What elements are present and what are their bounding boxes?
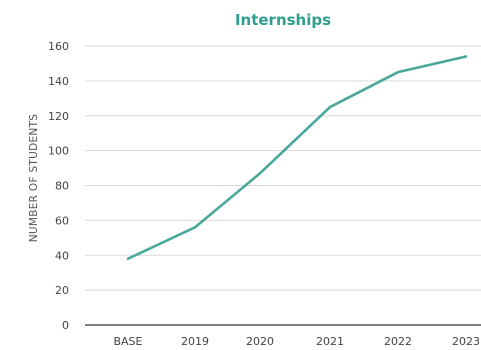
- chart-title: Internships: [235, 11, 331, 29]
- y-tick-label: 100: [48, 145, 69, 158]
- data-point: [192, 224, 198, 230]
- data-point: [125, 256, 131, 262]
- x-tick-label: 2020: [246, 335, 274, 348]
- x-tick-label: 2023: [452, 335, 480, 348]
- series-layer: [125, 53, 469, 261]
- y-tick-label: 140: [48, 75, 69, 88]
- data-point: [395, 69, 401, 75]
- y-tick-label: 0: [62, 319, 69, 332]
- data-point: [257, 170, 263, 176]
- y-tick-label: 60: [55, 214, 69, 227]
- series-line: [128, 56, 466, 258]
- y-tick-labels: 0 20 40 60 80 100 120 140 160: [48, 40, 69, 332]
- data-point: [463, 53, 469, 59]
- y-tick-label: 20: [55, 284, 69, 297]
- x-tick-label: 2021: [316, 335, 344, 348]
- gridlines: [85, 46, 481, 325]
- x-tick-label: 2019: [181, 335, 209, 348]
- data-point: [327, 104, 333, 110]
- y-tick-label: 160: [48, 40, 69, 53]
- x-tick-labels: BASE 2019 2020 2021 2022 2023: [113, 335, 480, 348]
- y-tick-label: 120: [48, 110, 69, 123]
- y-tick-label: 40: [55, 249, 69, 262]
- x-tick-label: BASE: [113, 335, 142, 348]
- y-axis-label: NUMBER OF STUDENTS: [28, 114, 40, 243]
- y-tick-label: 80: [55, 180, 69, 193]
- x-tick-label: 2022: [384, 335, 412, 348]
